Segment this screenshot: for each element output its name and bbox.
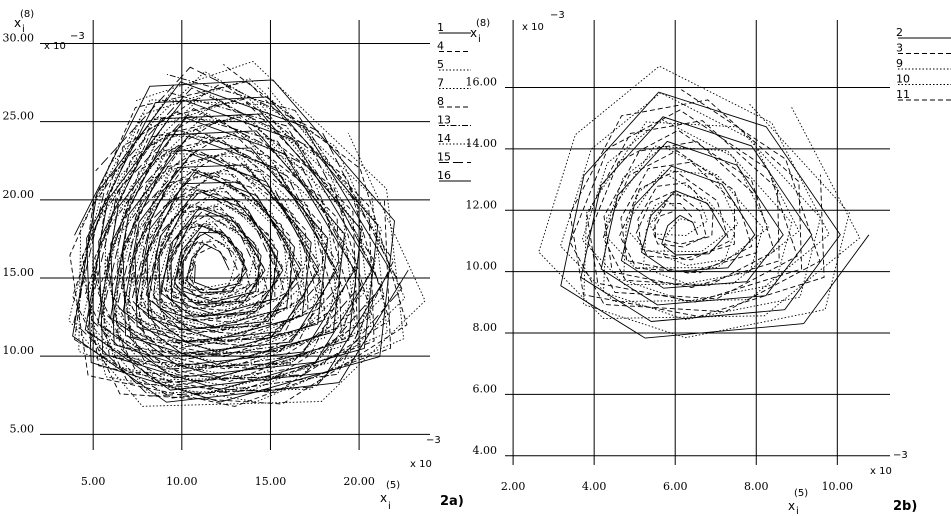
- ymult-b-base: x 10: [522, 22, 544, 33]
- legend-label-1: 1: [437, 21, 444, 34]
- series-15-line: [73, 66, 403, 397]
- legend-label-8: 8: [437, 95, 444, 108]
- xlabel-a-sup: (5): [386, 480, 400, 491]
- x-tick-label: 15.00: [255, 475, 287, 488]
- x-tick-label: 20.00: [343, 475, 375, 488]
- series-5-line: [68, 71, 426, 407]
- grid-b: [505, 20, 890, 465]
- legend-label-10: 10: [896, 73, 910, 86]
- legend-label-14: 14: [437, 132, 451, 145]
- ylabel-b-base: x: [470, 26, 477, 40]
- x-tick-label: 4.00: [582, 480, 607, 493]
- ticks-b: 2.00 4.00 6.00 8.00 10.00 4.00 6.00 8.00 10.00 12…: [466, 76, 854, 493]
- ticks-a: 5.00 10.00 15.00 20.00 5.00 10.00 15.00 20.00 25…: [3, 31, 375, 488]
- series-3-line: [569, 99, 825, 317]
- xlabel-b-base: x: [788, 499, 795, 513]
- x-tick-label: 10.00: [166, 475, 198, 488]
- x-tick-label: 10.00: [822, 480, 854, 493]
- ylabel-a-sup: (8): [20, 9, 34, 20]
- ymult-a-base: x 10: [44, 41, 66, 52]
- legend-label-7: 7: [437, 77, 444, 90]
- xmult-b-base: x 10: [870, 466, 892, 477]
- xlabel-b-sub: i: [796, 506, 799, 516]
- trajectories-a: [68, 60, 426, 407]
- ylabel-b-sub: i: [478, 34, 481, 45]
- y-tick-label: 16.00: [466, 76, 498, 89]
- y-tick-label: 30.00: [3, 31, 35, 44]
- y-tick-label: 25.00: [3, 110, 35, 123]
- legend-label-5: 5: [437, 58, 444, 71]
- legend-label-9: 9: [896, 57, 903, 70]
- y-tick-label: 15.00: [3, 266, 35, 279]
- y-tick-label: 4.00: [473, 444, 498, 457]
- ylabel-a-base: x: [14, 16, 21, 30]
- x-tick-label: 2.00: [501, 480, 526, 493]
- legend-label-2: 2: [896, 26, 903, 39]
- x-tick-label: 8.00: [744, 480, 769, 493]
- ymult-a-exp: −3: [70, 31, 85, 42]
- xlabel-a-sub: i: [388, 501, 391, 512]
- y-tick-label: 8.00: [473, 321, 498, 334]
- ymult-b-exp: −3: [550, 10, 565, 21]
- panel-2b: x i (8) x 10 −3 x 10 −3 x i (5) 2b) 2.00…: [466, 10, 951, 516]
- xmult-a-base: x 10: [410, 459, 432, 470]
- legend-label-16: 16: [437, 169, 451, 182]
- series-16-line: [74, 79, 395, 403]
- series-2-line: [560, 91, 870, 339]
- legend-label-15: 15: [437, 151, 451, 164]
- x-tick-label: 6.00: [663, 480, 688, 493]
- y-tick-label: 10.00: [3, 344, 35, 357]
- y-tick-label: 20.00: [3, 188, 35, 201]
- panel-2a: x i (8) x 10 −3 x 10 −3 x i (5) 2a) 5.00…: [3, 9, 471, 512]
- panel-label-b: 2b): [893, 499, 917, 514]
- legend-label-4: 4: [437, 40, 444, 53]
- legend-label-13: 13: [437, 114, 451, 127]
- y-tick-label: 5.00: [10, 422, 35, 435]
- ylabel-a-sub: i: [22, 24, 25, 35]
- legend-label-3: 3: [896, 42, 903, 55]
- series-11-line: [569, 89, 821, 313]
- xlabel-b-sup: (5): [794, 488, 808, 499]
- xmult-b-exp: −3: [893, 450, 908, 461]
- xlabel-a-base: x: [380, 491, 387, 505]
- y-tick-label: 12.00: [466, 198, 498, 211]
- legend-b: 2 3 9 10 11: [896, 26, 951, 101]
- ylabel-b-sup: (8): [476, 18, 490, 29]
- xmult-a-exp: −3: [426, 435, 441, 446]
- y-tick-label: 6.00: [473, 382, 498, 395]
- series-4-line: [69, 81, 392, 407]
- series-8-line: [72, 64, 408, 405]
- x-tick-label: 5.00: [81, 475, 106, 488]
- y-tick-label: 14.00: [466, 137, 498, 150]
- panel-label-a: 2a): [440, 494, 464, 509]
- trajectories-b: [538, 65, 870, 339]
- y-tick-label: 10.00: [466, 260, 498, 273]
- legend-label-11: 11: [896, 88, 910, 101]
